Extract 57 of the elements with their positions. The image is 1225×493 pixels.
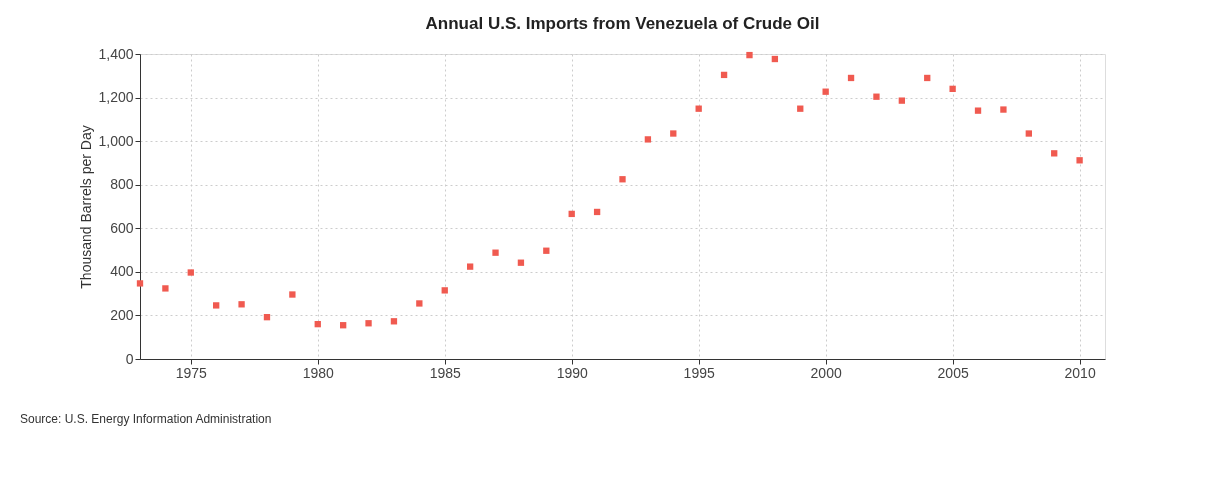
point — [466, 263, 474, 270]
y-tick-label: 1,200 — [98, 89, 134, 106]
point — [746, 51, 753, 59]
point — [771, 55, 779, 63]
point — [1051, 150, 1058, 157]
point — [797, 105, 804, 112]
point — [213, 302, 220, 309]
point — [670, 130, 677, 137]
point — [314, 320, 321, 328]
x-tick-label: 1975 — [175, 364, 208, 381]
point — [695, 105, 702, 112]
point — [492, 249, 499, 256]
point — [340, 322, 347, 329]
point — [568, 210, 575, 218]
point — [898, 97, 906, 104]
point — [949, 85, 956, 93]
x-tick-label: 2000 — [810, 364, 842, 381]
y-tick-label: 600 — [110, 219, 134, 236]
point — [644, 136, 652, 143]
point — [1076, 157, 1083, 164]
x-tick-label: 1990 — [556, 364, 588, 381]
point — [162, 285, 169, 292]
point — [517, 259, 525, 266]
point — [543, 247, 550, 254]
y-tick-label: 0 — [125, 350, 134, 367]
point — [136, 280, 144, 287]
point — [1000, 106, 1007, 113]
point — [924, 74, 931, 82]
point — [847, 74, 855, 82]
point — [873, 93, 880, 100]
y-tick-label: 400 — [110, 263, 134, 280]
point — [416, 300, 423, 307]
point — [720, 71, 728, 79]
y-tick-label: 1,400 — [98, 45, 134, 62]
y-tick-label: 800 — [110, 176, 134, 193]
y-tick-label: 1,000 — [98, 132, 134, 149]
point — [390, 318, 398, 325]
point — [263, 314, 271, 321]
point — [238, 301, 245, 308]
x-tick-label: 1980 — [302, 364, 335, 381]
x-tick-label: 2005 — [937, 364, 969, 381]
point — [441, 287, 448, 294]
point — [822, 88, 829, 95]
chart-title: Annual U.S. Imports from Venezuela of Crude Oil — [425, 14, 820, 33]
point — [974, 107, 982, 114]
point — [619, 176, 626, 183]
point — [187, 269, 194, 276]
y-tick-label: 200 — [110, 306, 134, 323]
x-tick-label: 1985 — [429, 364, 462, 381]
point — [593, 208, 601, 216]
x-tick-label: 2010 — [1064, 364, 1096, 381]
source-note: Source: U.S. Energy Information Administration — [20, 412, 272, 426]
point — [1025, 130, 1032, 137]
point — [365, 320, 372, 327]
point — [289, 291, 296, 298]
x-tick-label: 1995 — [683, 364, 715, 381]
y-axis-title: Thousand Barrels per Day — [78, 125, 95, 289]
